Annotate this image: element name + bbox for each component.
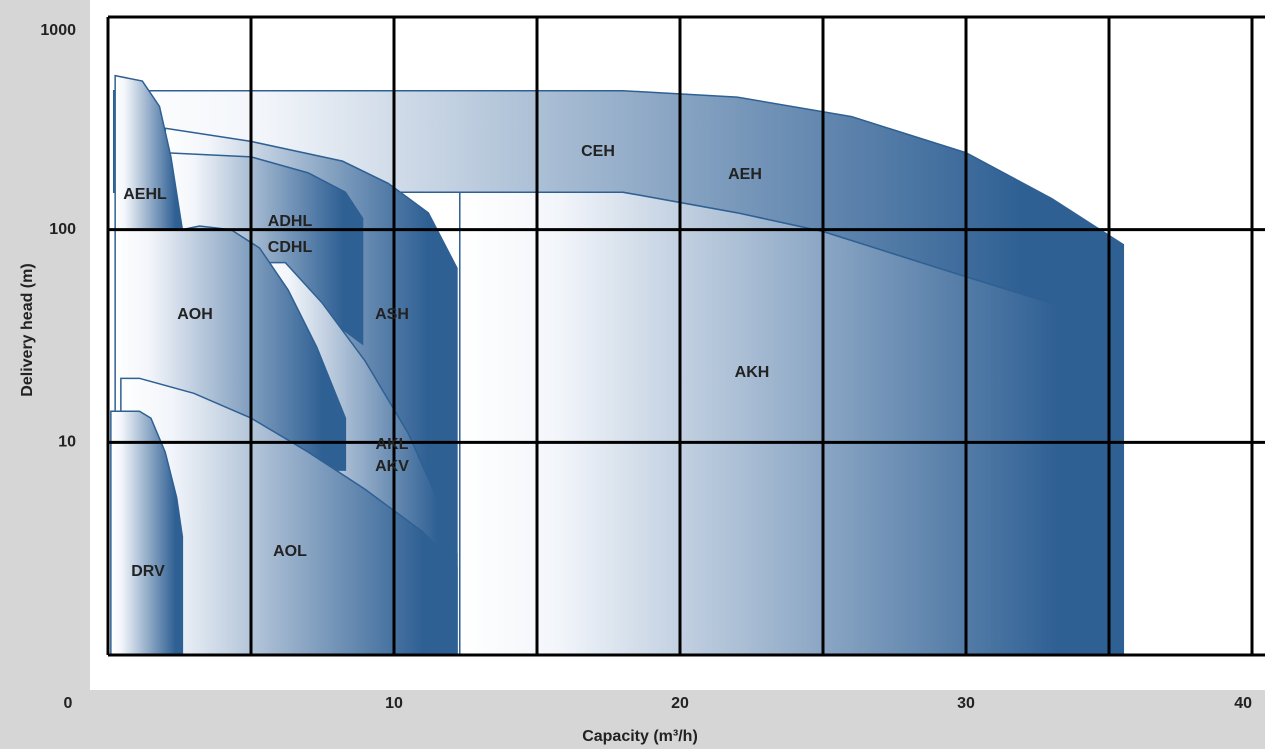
region-label: CEH [581, 143, 615, 160]
region-label: AEH [728, 166, 762, 183]
region-label: AKV [375, 458, 409, 475]
region-label: ASH [375, 306, 409, 323]
region-label: AKH [735, 364, 770, 381]
y-axis-title: Delivery head (m) [19, 263, 36, 396]
region-label: AEHL [123, 186, 167, 203]
region-label: AOL [273, 543, 307, 560]
x-tick-label: 10 [385, 695, 403, 712]
x-axis-title: Capacity (m³/h) [582, 728, 698, 745]
y-tick-label: 100 [49, 221, 76, 238]
region-label: AKL [376, 436, 409, 453]
x-tick-label: 30 [957, 695, 975, 712]
region-label: DRV [131, 563, 165, 580]
y-tick-label: 10 [58, 434, 76, 451]
region-label: ADHL [268, 213, 313, 230]
region-label: CDHL [268, 239, 313, 256]
x-tick-label: 20 [671, 695, 689, 712]
region-label: AOH [177, 306, 213, 323]
y-tick-label: 1000 [40, 22, 76, 39]
x-tick-label: 40 [1234, 695, 1252, 712]
x-tick-label: 0 [64, 695, 73, 712]
